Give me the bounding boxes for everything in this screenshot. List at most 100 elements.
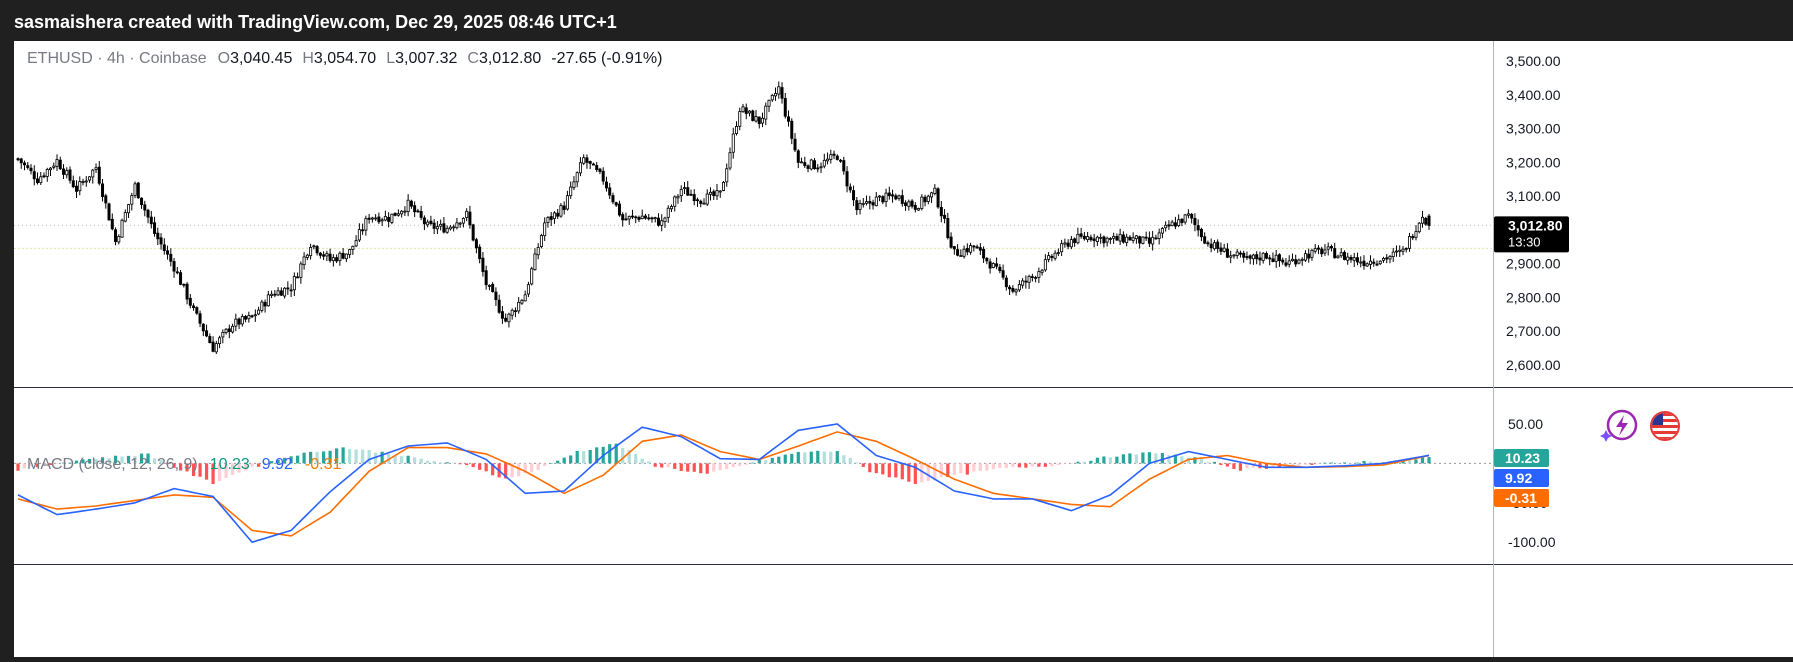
candle[interactable] xyxy=(692,189,696,206)
candle[interactable] xyxy=(227,324,231,339)
candle[interactable] xyxy=(1008,284,1012,296)
candle[interactable] xyxy=(926,194,930,205)
price-pane[interactable] xyxy=(14,81,1493,354)
candle[interactable] xyxy=(471,223,475,242)
candle[interactable] xyxy=(517,297,521,314)
candle[interactable] xyxy=(1079,227,1083,239)
candle[interactable] xyxy=(556,209,560,219)
candle[interactable] xyxy=(387,212,391,228)
candle[interactable] xyxy=(764,102,768,126)
candle[interactable] xyxy=(88,176,92,183)
candle[interactable] xyxy=(1277,253,1281,267)
candle[interactable] xyxy=(874,192,878,207)
candle[interactable] xyxy=(244,314,248,323)
candle[interactable] xyxy=(1352,252,1356,267)
candle[interactable] xyxy=(653,216,657,223)
candle[interactable] xyxy=(1336,254,1340,259)
candle[interactable] xyxy=(988,258,992,274)
candle[interactable] xyxy=(777,81,781,99)
candle[interactable] xyxy=(686,180,690,196)
candle[interactable] xyxy=(1372,258,1376,267)
candle[interactable] xyxy=(500,306,504,324)
candle[interactable] xyxy=(19,157,23,169)
candle[interactable] xyxy=(1112,232,1116,244)
candle[interactable] xyxy=(1082,231,1086,241)
candle[interactable] xyxy=(253,309,257,322)
candle[interactable] xyxy=(1264,251,1268,260)
candle[interactable] xyxy=(816,164,820,173)
candle[interactable] xyxy=(224,328,228,335)
candle[interactable] xyxy=(787,110,791,127)
candle[interactable] xyxy=(201,323,205,337)
candle[interactable] xyxy=(673,195,677,212)
candle[interactable] xyxy=(748,110,752,117)
candle[interactable] xyxy=(1297,258,1301,265)
candle[interactable] xyxy=(1349,254,1353,263)
candle[interactable] xyxy=(289,284,293,297)
candle[interactable] xyxy=(1092,233,1096,248)
candle[interactable] xyxy=(985,257,989,265)
last-price-badge[interactable] xyxy=(1494,216,1569,253)
candle[interactable] xyxy=(1073,237,1077,247)
candle[interactable] xyxy=(663,216,667,228)
candle[interactable] xyxy=(474,237,478,254)
candle[interactable] xyxy=(1284,258,1288,268)
candle[interactable] xyxy=(465,208,469,222)
candle[interactable] xyxy=(852,185,856,207)
candle[interactable] xyxy=(133,181,137,199)
candle[interactable] xyxy=(406,194,410,217)
candle[interactable] xyxy=(998,264,1002,274)
candle[interactable] xyxy=(595,161,599,173)
candle[interactable] xyxy=(1060,239,1064,256)
candle[interactable] xyxy=(1414,225,1418,241)
candle[interactable] xyxy=(1151,230,1155,251)
candle[interactable] xyxy=(533,248,537,271)
candle[interactable] xyxy=(396,209,400,217)
candle[interactable] xyxy=(891,189,895,203)
candle[interactable] xyxy=(331,254,335,267)
candle[interactable] xyxy=(266,290,270,307)
candle[interactable] xyxy=(936,187,940,209)
candle[interactable] xyxy=(1251,253,1255,265)
candle[interactable] xyxy=(1030,273,1034,282)
candle[interactable] xyxy=(62,164,66,180)
candle[interactable] xyxy=(621,212,625,227)
candle[interactable] xyxy=(731,127,735,159)
candle[interactable] xyxy=(390,213,394,225)
candle[interactable] xyxy=(351,245,355,255)
candle[interactable] xyxy=(279,287,283,296)
candle[interactable] xyxy=(1391,247,1395,262)
candle[interactable] xyxy=(1001,264,1005,280)
candle[interactable] xyxy=(1167,220,1171,230)
candle[interactable] xyxy=(965,243,969,256)
candle[interactable] xyxy=(442,217,446,234)
candle[interactable] xyxy=(832,150,836,160)
candle[interactable] xyxy=(419,205,423,221)
candle[interactable] xyxy=(708,187,712,201)
candle[interactable] xyxy=(26,161,30,170)
candle[interactable] xyxy=(741,103,745,113)
candle[interactable] xyxy=(1056,248,1060,257)
candle[interactable] xyxy=(1047,252,1051,263)
candle[interactable] xyxy=(923,194,927,207)
candle[interactable] xyxy=(487,284,491,291)
candle[interactable] xyxy=(991,262,995,269)
candle[interactable] xyxy=(640,209,644,220)
candle[interactable] xyxy=(1238,250,1242,258)
candle[interactable] xyxy=(335,254,339,264)
candle[interactable] xyxy=(198,310,202,328)
candle[interactable] xyxy=(1411,233,1415,241)
candle[interactable] xyxy=(84,176,88,187)
candle[interactable] xyxy=(868,195,872,210)
candle[interactable] xyxy=(146,208,150,224)
candle[interactable] xyxy=(458,221,462,228)
candle[interactable] xyxy=(1303,250,1307,262)
candle[interactable] xyxy=(959,249,963,257)
candle[interactable] xyxy=(536,243,540,260)
candle[interactable] xyxy=(1362,255,1366,270)
candle[interactable] xyxy=(946,212,950,240)
candle[interactable] xyxy=(42,172,46,179)
candle[interactable] xyxy=(1164,221,1168,232)
candle[interactable] xyxy=(552,211,556,224)
macd-value-badge[interactable] xyxy=(1494,449,1549,467)
